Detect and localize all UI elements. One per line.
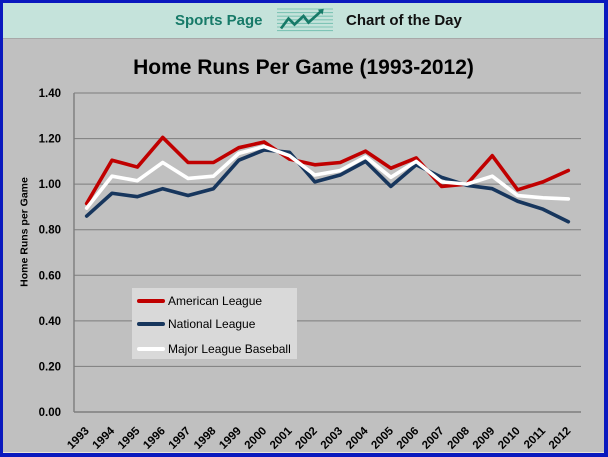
x-tick-label: 2009 (471, 425, 498, 452)
y-tick-label: 1.20 (39, 134, 61, 146)
legend-swatch-major-league-baseball (137, 347, 165, 351)
header-title: Chart of the Day (346, 12, 462, 29)
x-tick-label: 1998 (192, 425, 219, 452)
bottom-highlight-line (3, 452, 604, 453)
x-tick-label: 1994 (91, 425, 118, 452)
x-tick-label: 2012 (547, 425, 574, 452)
series-line-major-league-baseball (84, 144, 571, 210)
legend-swatch-national-league (137, 322, 165, 326)
legend-label: National League (168, 317, 256, 331)
legend-swatch-american-league (137, 299, 165, 303)
x-tick-label: 2011 (522, 425, 549, 452)
chart-area: Sports Page Chart of the Day Home Runs P… (3, 3, 604, 452)
x-tick-label: 2008 (445, 425, 472, 452)
x-tick-label: 1999 (217, 425, 244, 452)
legend-item: National League (137, 316, 287, 332)
chart-title: Home Runs Per Game (1993-2012) (133, 56, 474, 79)
y-tick-label: 1.40 (39, 88, 61, 100)
legend-label: American League (168, 294, 263, 308)
series-line-american-league (84, 135, 571, 206)
y-tick-label: 0.00 (39, 407, 61, 419)
x-tick-label: 1995 (116, 425, 143, 452)
y-tick-label: 0.80 (39, 225, 61, 237)
legend: American League National League Major Le… (132, 288, 297, 359)
series-line-national-league (84, 148, 571, 224)
trend-icon-zigzag (279, 10, 322, 30)
y-tick-label: 0.60 (39, 270, 61, 282)
x-tick-label: 2000 (243, 425, 270, 452)
legend-label: Major League Baseball (168, 342, 291, 356)
y-tick-label: 1.00 (39, 179, 61, 191)
y-tick-label: 0.40 (39, 316, 61, 328)
brand-label: Sports Page (175, 12, 263, 29)
legend-item: Major League Baseball (137, 341, 291, 357)
x-tick-label: 2004 (344, 425, 371, 452)
header-bar: Sports Page Chart of the Day (3, 3, 604, 39)
y-axis-title: Home Runs per Game (19, 177, 31, 287)
plot-svg: 0.00 0.20 0.40 0.60 0.80 1.00 1.20 1.40 19931994… (19, 88, 581, 452)
y-tick-label: 0.20 (39, 361, 61, 373)
x-tick-label: 2003 (319, 425, 346, 452)
legend-item: American League (137, 293, 287, 309)
x-tick-label: 1993 (65, 425, 92, 452)
trend-line-icon (277, 8, 333, 32)
x-tick-label: 1997 (167, 425, 194, 452)
trend-icon-arrowhead (317, 8, 324, 15)
x-tick-label: 2001 (268, 425, 295, 452)
x-tick-label: 2005 (369, 425, 396, 452)
x-tick-label: 2007 (420, 425, 447, 452)
x-tick-label: 2002 (293, 425, 320, 452)
x-tick-label: 2010 (496, 425, 523, 452)
x-tick-label: 2006 (395, 425, 422, 452)
x-tick-label: 1996 (141, 425, 168, 452)
